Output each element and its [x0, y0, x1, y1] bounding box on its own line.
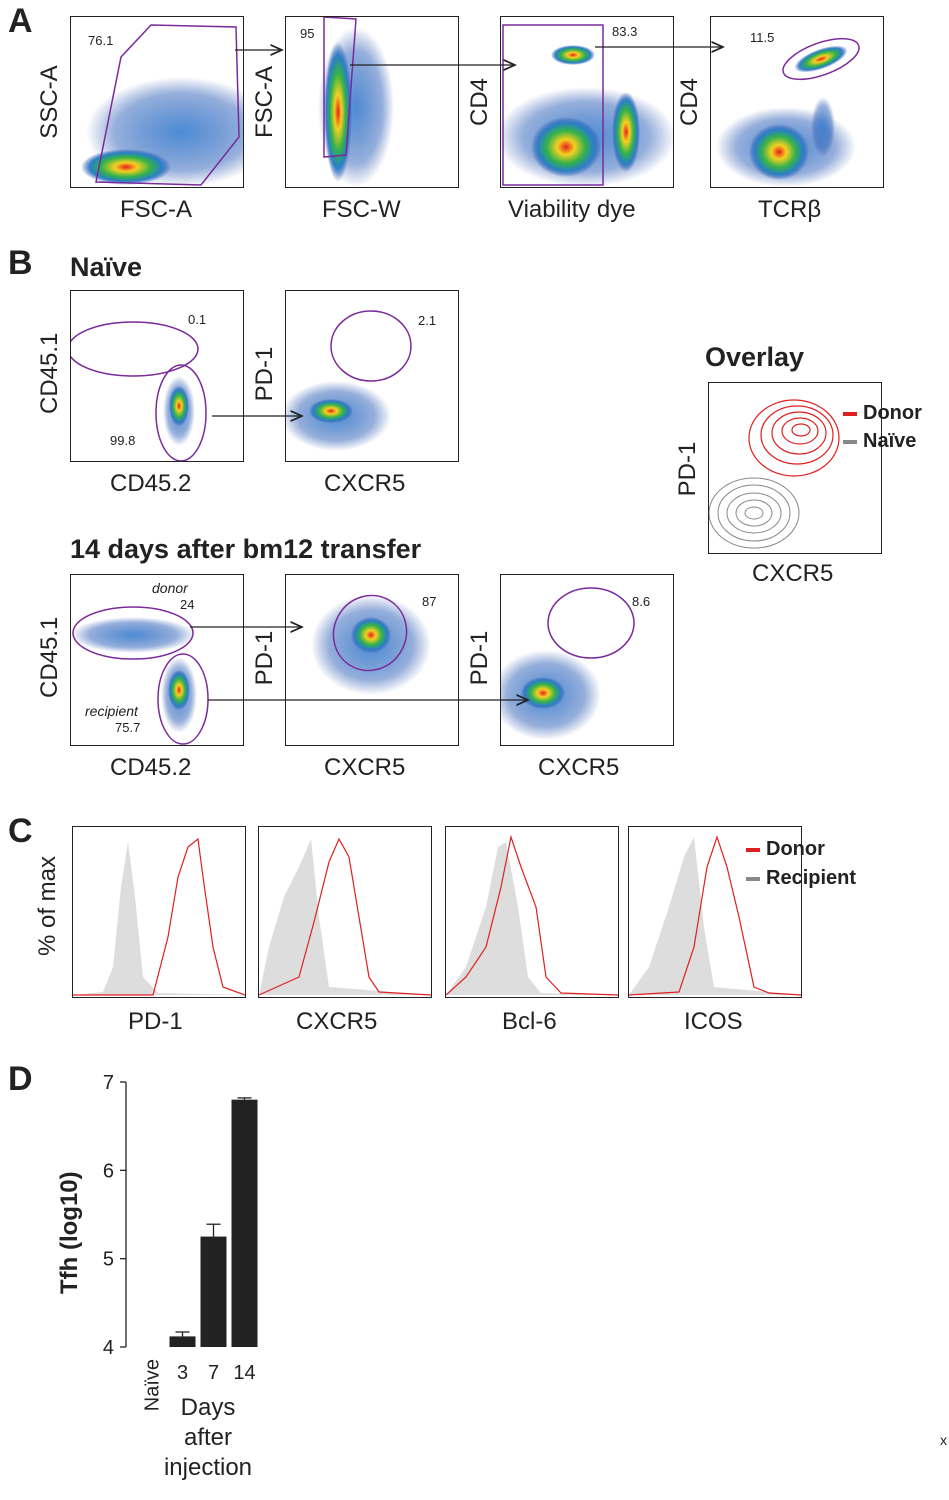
overlay-legend-donor-label: Donor [863, 402, 922, 424]
b-donor-value: 24 [180, 597, 195, 612]
a3-density [501, 24, 673, 187]
panel-a-letter: A [8, 2, 33, 40]
c-legend-recipient-swatch [746, 876, 760, 881]
c-legend-donor-swatch [746, 847, 760, 852]
a1-density [81, 24, 243, 187]
c-ylabel: % of max [34, 855, 61, 957]
a4-gate-value: 11.5 [750, 30, 775, 45]
b-transfer-recipient-gate: 8.6 [632, 594, 651, 609]
b-transfer-cd45-density [71, 606, 209, 745]
c-hist-icos-curves [629, 835, 801, 996]
b-naive-pd1-gate: 2.1 [418, 313, 437, 328]
d-xtick-label: 3 [177, 1362, 188, 1384]
d-xtick-label: Naïve [142, 1359, 164, 1411]
a3-plot [500, 16, 674, 188]
footer-mark: x [940, 1432, 947, 1448]
d-xtitle-line1: Days [180, 1394, 236, 1421]
b-transfer-cd45-xlabel: CD45.2 [110, 754, 192, 781]
overlay-xlabel: CXCR5 [752, 560, 834, 587]
b-naive-pd1-plot [285, 290, 459, 462]
c-xlabel-pd1: PD-1 [128, 1008, 183, 1035]
b-donor-label: donor [152, 580, 188, 596]
c-legend-donor: Donor [746, 838, 825, 861]
d-ytick-label: 7 [103, 1072, 114, 1094]
c-xlabel-cxcr5: CXCR5 [296, 1008, 378, 1035]
d-xtitle-line3: injection [163, 1454, 253, 1481]
b-recipient-value: 75.7 [115, 720, 141, 735]
overlay-legend-donor: Donor [843, 402, 922, 425]
b-naive-arrow [212, 380, 320, 430]
a1-plot [70, 16, 244, 188]
c-hist-bcl6 [445, 826, 619, 998]
b-naive-gate-top: 0.1 [188, 312, 207, 327]
d-xtick-label: 14 [233, 1362, 255, 1384]
c-hist-bcl6-curves [446, 834, 618, 996]
c-xlabel-bcl6: Bcl-6 [502, 1008, 557, 1035]
d-bar [200, 1236, 227, 1347]
panel-b-letter: B [8, 244, 33, 282]
a2-density [318, 17, 394, 187]
panel-d-letter: D [8, 1060, 33, 1098]
c-hist-pd1-curves [73, 837, 245, 996]
c-hist-cxcr5-curves [259, 837, 431, 996]
a2-xlabel: FSC-W [322, 196, 401, 223]
overlay-contours [709, 399, 840, 549]
a2-gate-value: 95 [300, 26, 315, 41]
d-bar [231, 1099, 258, 1347]
overlay-title: Overlay [705, 342, 805, 372]
a2-plot [285, 16, 459, 188]
overlay-legend-naive-label: Naïve [863, 430, 917, 452]
a4-xlabel: TCRβ [758, 196, 822, 223]
b-transfer-donor-xlabel: CXCR5 [324, 754, 406, 781]
b-naive-pd1-density [286, 310, 412, 451]
overlay-plot [708, 382, 882, 554]
overlay-ylabel: PD-1 [674, 441, 701, 497]
c-legend-donor-label: Donor [766, 838, 825, 860]
overlay-legend-naive: Naïve [843, 430, 916, 453]
a1-gate-value: 76.1 [88, 33, 114, 48]
c-legend-recipient-label: Recipient [766, 867, 857, 889]
c-hist-pd1 [72, 826, 246, 998]
b-naive-gate-bottom: 99.8 [110, 433, 136, 448]
b-transfer-arrows [190, 600, 560, 720]
b-transfer-cd45-plot [70, 574, 244, 746]
a4-plot [710, 16, 884, 188]
c-hist-cxcr5 [258, 826, 432, 998]
d-xtick-label: 7 [208, 1362, 219, 1384]
c-legend-recipient: Recipient [746, 867, 856, 890]
overlay-legend-naive-swatch [843, 439, 857, 444]
b-transfer-title: 14 days after bm12 transfer [70, 534, 422, 564]
b-recipient-label: recipient [85, 703, 138, 719]
d-xtitle-line2: after [183, 1424, 233, 1451]
b-naive-pd1-xlabel: CXCR5 [324, 470, 406, 497]
b-transfer-pd1-donor-plot [285, 574, 459, 746]
b-naive-title: Naïve [70, 252, 143, 282]
d-bar [169, 1336, 196, 1347]
b-naive-cd45-xlabel: CD45.2 [110, 470, 192, 497]
a3-xlabel: Viability dye [508, 196, 636, 223]
a1-xlabel: FSC-A [120, 196, 192, 223]
a4-density [716, 37, 860, 187]
panel-c-letter: C [8, 812, 33, 850]
b-transfer-pd1-recipient-density [501, 587, 635, 740]
b-transfer-donor-gate: 87 [422, 594, 437, 609]
c-hist-icos [628, 826, 802, 998]
b-naive-cd45-density [71, 321, 207, 461]
b-transfer-pd1-recipient-plot [500, 574, 674, 746]
d-ytick-label: 6 [103, 1160, 114, 1182]
a-gating-arrows [235, 0, 949, 240]
d-ytick-label: 5 [103, 1249, 114, 1271]
b-naive-cd45-plot [70, 290, 244, 462]
overlay-legend-donor-swatch [843, 411, 857, 416]
b-transfer-pd1-donor-density [311, 594, 431, 695]
b-transfer-recipient-xlabel: CXCR5 [538, 754, 620, 781]
d-ytick-label: 4 [103, 1337, 114, 1359]
a3-gate-value: 83.3 [612, 24, 638, 39]
c-xlabel-icos: ICOS [684, 1008, 743, 1035]
